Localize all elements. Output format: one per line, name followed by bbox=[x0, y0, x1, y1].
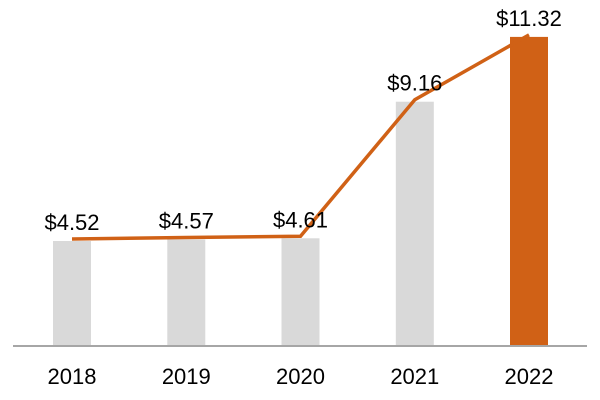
x-axis-label-2018: 2018 bbox=[48, 364, 97, 389]
x-axis-label-2021: 2021 bbox=[390, 364, 439, 389]
data-label-2019: $4.57 bbox=[159, 209, 214, 234]
data-label-2020: $4.61 bbox=[273, 207, 328, 232]
bar-2019 bbox=[167, 239, 206, 346]
bar-2018 bbox=[53, 241, 91, 346]
x-axis-label-2020: 2020 bbox=[276, 364, 325, 389]
bar-2022 bbox=[510, 36, 548, 347]
bar-2020 bbox=[281, 238, 320, 346]
bar-2021 bbox=[395, 101, 434, 346]
x-axis-label-2019: 2019 bbox=[162, 364, 211, 389]
data-label-2018: $4.52 bbox=[44, 210, 99, 235]
x-axis-label-2022: 2022 bbox=[505, 364, 554, 389]
trend-line bbox=[71, 33, 530, 241]
data-label-2021: $9.16 bbox=[387, 71, 442, 96]
data-label-2022: $11.32 bbox=[496, 6, 562, 31]
